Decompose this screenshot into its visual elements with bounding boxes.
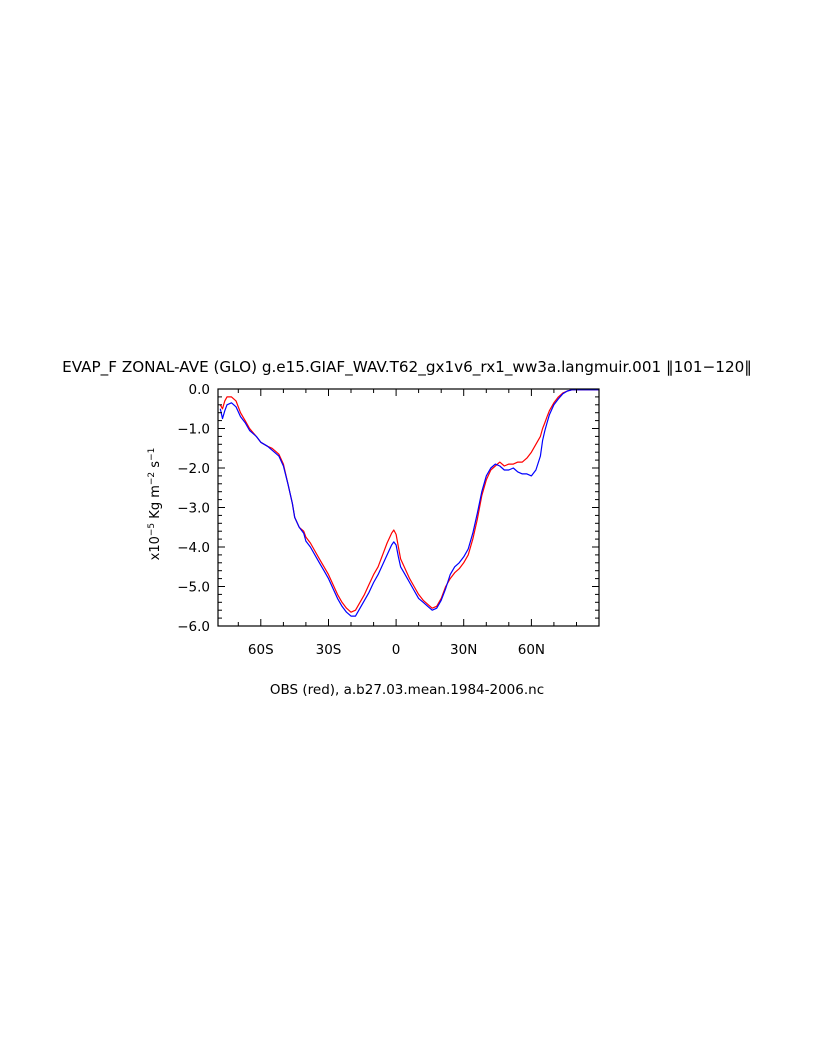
y-tick-label: 0.0: [189, 382, 210, 398]
svg-text:x10−5 Kg m−2 s−1: x10−5 Kg m−2 s−1: [147, 448, 163, 561]
x-tick-label: 30S: [316, 642, 342, 658]
series-line-red: [219, 389, 599, 613]
plot-frame: [217, 388, 600, 627]
y-tick-label: −3.0: [177, 501, 210, 517]
chart-caption: OBS (red), a.b27.03.mean.1984-2006.nc: [270, 682, 544, 698]
x-tick-label: 60S: [248, 642, 274, 658]
series-line-blue: [219, 389, 599, 617]
x-tick-label: 0: [392, 642, 401, 658]
y-tick-label: −1.0: [177, 422, 210, 438]
x-tick-label: 30N: [450, 642, 477, 658]
y-tick-label: −5.0: [177, 580, 210, 596]
y-tick-label: −6.0: [177, 619, 210, 635]
y-tick-label: −4.0: [177, 540, 210, 556]
y-tick-label: −2.0: [177, 461, 210, 477]
plot-area: 0.0 −1.0 −2.0 −3.0 −4.0 −5.0 −6.0 60S 30S 0 30N 60N: [177, 382, 600, 658]
y-axis-label: x10−5 Kg m−2 s−1: [147, 448, 163, 561]
x-tick-label: 60N: [518, 642, 545, 658]
chart-title: EVAP_F ZONAL-AVE (GLO) g.e15.GIAF_WAV.T6…: [62, 358, 752, 377]
